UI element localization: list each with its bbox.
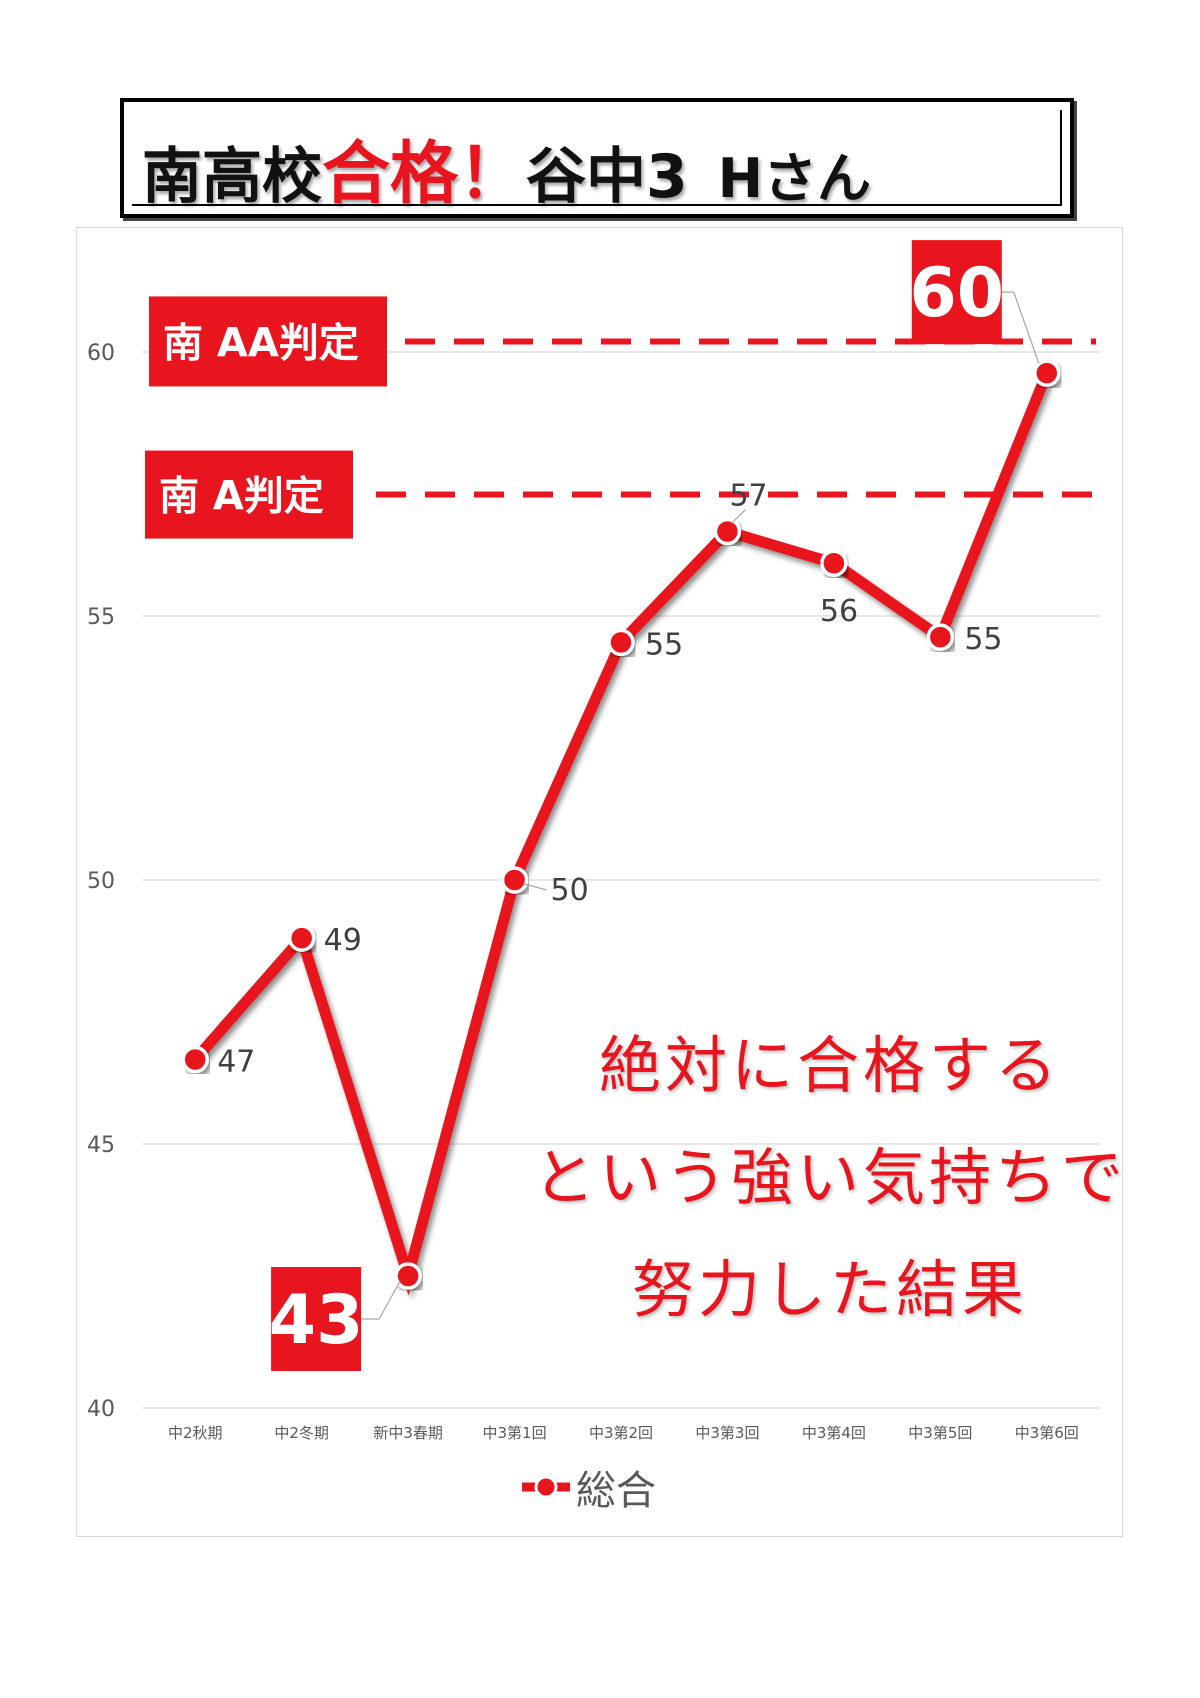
x-tick-label: 中3第4回 xyxy=(802,1424,866,1442)
y-tick-label: 60 xyxy=(87,341,115,366)
y-tick-label: 45 xyxy=(87,1133,115,1158)
legend-marker-icon xyxy=(522,1475,570,1499)
x-tick-label: 中2冬期 xyxy=(274,1424,329,1442)
data-label: 50 xyxy=(551,873,589,908)
data-point xyxy=(500,866,529,894)
series-total xyxy=(181,359,1061,1296)
leader-line xyxy=(731,509,746,524)
leader-line xyxy=(1013,291,1040,364)
message-text: 絶対に合格する という強い気持ちで 努力した結果 xyxy=(500,1010,1160,1346)
data-label: 57 xyxy=(729,479,767,514)
message-line-2: という強い気持ちで xyxy=(532,1141,1127,1214)
data-point xyxy=(394,1262,422,1290)
data-label: 55 xyxy=(645,627,683,662)
title-box: 南高校合格！谷中3 Hさん xyxy=(120,98,1074,218)
title-class: 谷中3 xyxy=(526,142,688,212)
chart-frame xyxy=(76,227,1123,1537)
page-title: 南高校合格！谷中3 Hさん xyxy=(142,118,871,217)
y-tick-label: 55 xyxy=(87,605,115,630)
data-label: 49 xyxy=(324,923,362,958)
leader-line xyxy=(378,1280,401,1320)
title-box-inner-line xyxy=(132,110,1062,206)
data-label: 47 xyxy=(217,1045,255,1080)
x-tick-label: 中3第2回 xyxy=(589,1424,653,1442)
x-tick-label: 中3第1回 xyxy=(483,1424,547,1442)
reference-label-box xyxy=(145,450,353,539)
legend-label: 総合 xyxy=(576,1468,656,1514)
reference-label: 南 AA判定 xyxy=(163,320,359,366)
data-point xyxy=(181,1045,209,1074)
y-tick-label: 50 xyxy=(87,869,115,894)
x-axis: 中2秋期 中2冬期 新中3春期 中3第1回 中3第2回 中3第3回 中3第4回 中3第5回 中3… xyxy=(168,1424,1079,1442)
data-point xyxy=(820,549,848,577)
x-tick-label: 中3第3回 xyxy=(695,1424,759,1442)
reference-label: 南 A判定 xyxy=(159,474,324,520)
y-tick-label: 40 xyxy=(87,1397,115,1422)
data-point xyxy=(926,623,955,651)
grid-lines xyxy=(142,351,1100,1409)
message-line-1: 絶対に合格する xyxy=(598,1029,1061,1102)
legend: 総合 xyxy=(520,1462,656,1514)
data-point xyxy=(1033,359,1061,387)
x-tick-label: 中2秋期 xyxy=(168,1424,223,1442)
highlight-label-box xyxy=(271,1267,362,1371)
data-point xyxy=(713,517,742,546)
data-label: 43 xyxy=(269,1281,364,1360)
x-tick-label: 中3第5回 xyxy=(908,1424,972,1442)
data-label: 55 xyxy=(964,622,1002,657)
message-line-3: 努力した結果 xyxy=(631,1253,1028,1326)
data-point xyxy=(607,628,635,657)
leader-line xyxy=(524,883,547,891)
data-point xyxy=(287,924,316,952)
x-tick-label: 中3第6回 xyxy=(1015,1424,1079,1442)
data-label: 60 xyxy=(909,254,1004,333)
title-pass: 合格！ xyxy=(322,135,527,214)
title-school: 南高校 xyxy=(142,142,322,212)
title-student: Hさん xyxy=(717,147,871,210)
y-axis: 40 45 50 55 60 xyxy=(87,341,115,1422)
reference-label-box xyxy=(149,296,387,387)
data-labels: 47 49 43 50 55 57 56 55 60 xyxy=(217,240,1040,1371)
data-label: 56 xyxy=(820,594,858,629)
highlight-label-box xyxy=(911,240,1002,345)
x-tick-label: 新中3春期 xyxy=(373,1424,443,1442)
